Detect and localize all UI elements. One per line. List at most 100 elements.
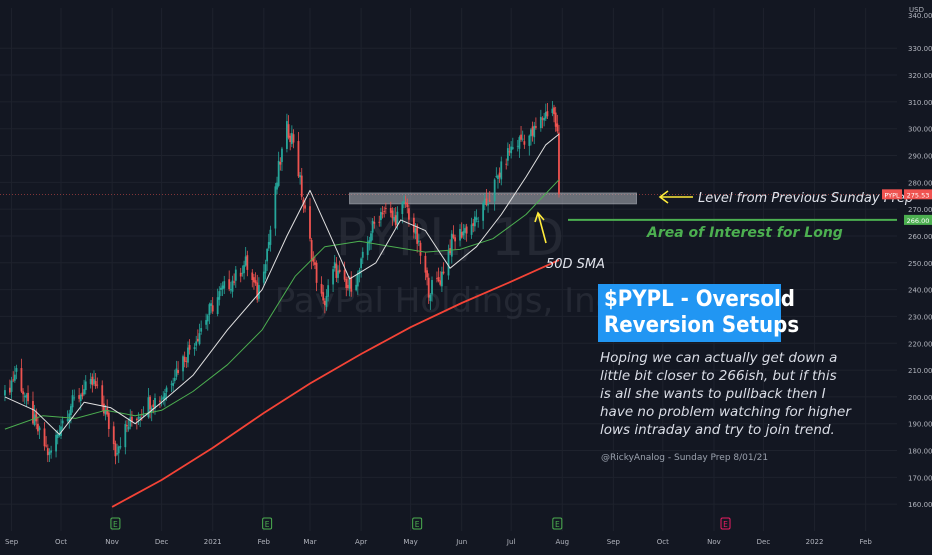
- candle-body: [104, 409, 107, 415]
- candle: [406, 198, 409, 214]
- candle-body: [165, 387, 168, 393]
- candle: [279, 157, 282, 171]
- candle: [338, 260, 341, 274]
- candle: [483, 193, 486, 211]
- candle-body: [239, 272, 242, 277]
- candle-body: [394, 215, 397, 226]
- candle: [188, 339, 191, 355]
- candle: [241, 265, 244, 277]
- candle: [473, 211, 476, 232]
- candle-body: [43, 428, 46, 447]
- candle-body: [119, 445, 122, 448]
- candle-body: [274, 186, 277, 229]
- candle: [436, 271, 438, 283]
- candle-body: [505, 163, 508, 165]
- candle: [61, 416, 64, 431]
- candle: [516, 139, 519, 152]
- candle-body: [228, 279, 231, 290]
- candle-body: [360, 258, 363, 269]
- earnings-marker-label: E: [415, 520, 420, 529]
- candle-body: [373, 221, 376, 224]
- candle: [276, 176, 278, 195]
- time-tick-label: Dec: [155, 538, 169, 546]
- candle-body: [338, 269, 341, 272]
- candle: [498, 167, 501, 184]
- candle: [531, 121, 534, 142]
- candle-body: [55, 434, 57, 452]
- candle: [231, 275, 234, 298]
- candle-body: [485, 198, 488, 206]
- candle-body: [66, 419, 69, 421]
- candle-body: [163, 392, 166, 400]
- candle: [218, 286, 221, 306]
- candle-body: [487, 203, 489, 206]
- credit-text: @RickyAnalog - Sunday Prep 8/01/21: [601, 453, 769, 463]
- candle: [465, 223, 468, 242]
- time-tick-label: Dec: [757, 538, 771, 546]
- candle: [320, 276, 323, 297]
- candle-body: [508, 151, 511, 153]
- candle: [309, 198, 311, 242]
- candle: [23, 392, 26, 404]
- ma-line-20d-sma: [4, 133, 560, 435]
- time-axis[interactable]: Sep Oct Nov Dec 2021 Feb Mar Apr May Jun Jul Aug Sep…: [5, 538, 872, 546]
- earnings-marker-label: E: [265, 520, 270, 529]
- candle-body: [253, 277, 255, 283]
- candle-body: [493, 179, 496, 202]
- candle: [172, 377, 175, 392]
- candle: [187, 341, 189, 368]
- candle-body: [427, 277, 430, 298]
- candle: [160, 395, 163, 407]
- time-tick-label: Sep: [607, 538, 621, 546]
- candle: [83, 379, 85, 396]
- candle: [163, 389, 166, 407]
- candle-body: [4, 390, 6, 396]
- candle-body: [188, 345, 191, 350]
- candle-body: [173, 377, 176, 381]
- candle-body: [533, 125, 536, 138]
- candle-body: [267, 242, 270, 249]
- candle: [470, 217, 473, 239]
- candle: [142, 406, 145, 418]
- candle-body: [60, 426, 62, 436]
- candle: [93, 370, 95, 386]
- candle: [175, 360, 178, 380]
- earnings-marker: E: [720, 517, 731, 530]
- candle-body: [79, 394, 82, 402]
- candle-body: [101, 385, 104, 406]
- candle-body: [241, 272, 244, 274]
- candle: [229, 281, 232, 294]
- candle-body: [127, 426, 130, 430]
- candle: [119, 437, 122, 450]
- price-tick-label: 310.00: [908, 99, 932, 107]
- candle: [521, 130, 524, 142]
- candle-body: [13, 374, 16, 381]
- price-axis[interactable]: 160.00 170.00 180.00 190.00 200.00 210.00 220.…: [908, 12, 932, 509]
- candle-body: [521, 138, 524, 140]
- price-tick-label: 220.00: [908, 340, 932, 348]
- candle-body: [61, 420, 64, 424]
- candle-body: [58, 434, 61, 436]
- candle: [124, 420, 127, 455]
- candle-body: [162, 396, 165, 400]
- candle: [337, 265, 339, 284]
- earnings-marker: E: [110, 517, 121, 530]
- earnings-marker: E: [412, 517, 423, 530]
- candle: [464, 224, 466, 240]
- candle-body: [216, 297, 219, 315]
- candle-body: [8, 387, 11, 393]
- candle-body: [94, 381, 97, 387]
- grid: [0, 8, 897, 531]
- candle: [427, 273, 430, 304]
- candle-body: [460, 232, 463, 238]
- candle: [495, 167, 498, 179]
- sma-label: 50D SMA: [546, 257, 605, 272]
- candle: [220, 283, 222, 297]
- candle: [355, 275, 358, 292]
- candle-body: [424, 255, 427, 273]
- candle-body: [149, 396, 151, 410]
- candle: [345, 276, 348, 297]
- candle: [91, 373, 94, 393]
